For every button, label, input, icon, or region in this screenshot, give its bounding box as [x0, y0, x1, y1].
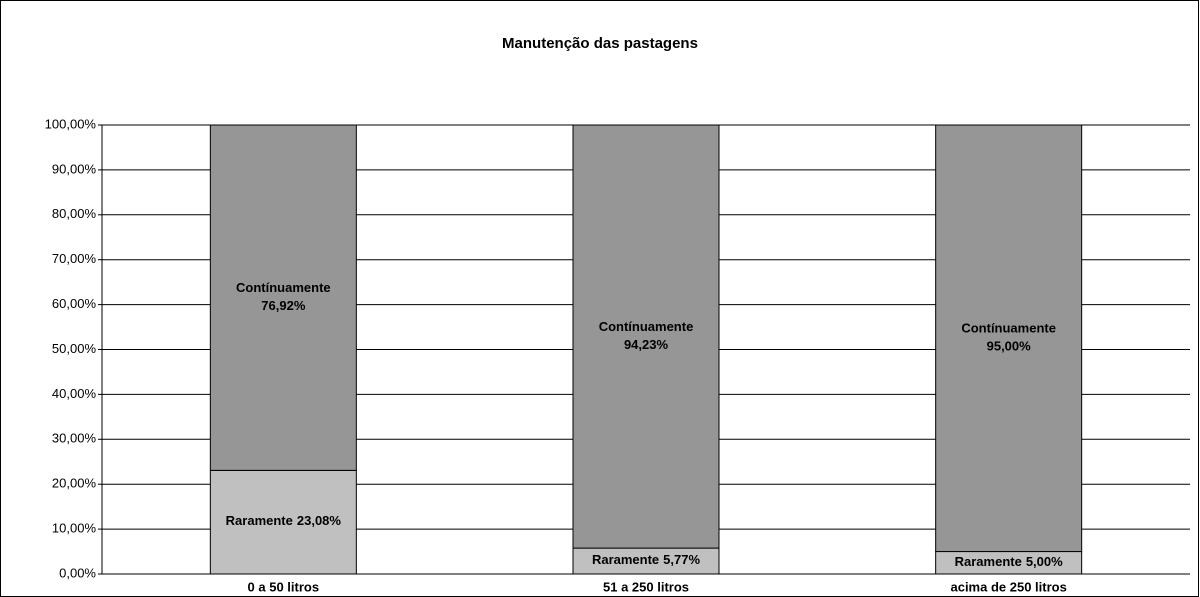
y-tick-label: 100,00% [45, 116, 97, 131]
bar-segment [572, 124, 720, 549]
data-label: Raramente 5,77% [592, 552, 701, 567]
y-tick-label: 0,00% [59, 565, 96, 580]
y-tick-label: 90,00% [52, 161, 97, 176]
value-label: 5,00% [1026, 554, 1063, 569]
y-tick-label: 60,00% [52, 296, 97, 311]
series-name: Raramente [226, 514, 293, 529]
y-tick-label: 80,00% [52, 206, 97, 221]
value-label: 23,08% [297, 514, 342, 529]
data-label: Raramente 5,00% [955, 554, 1064, 569]
data-label: 76,92% [261, 298, 306, 313]
data-label: Contínuamente [961, 321, 1056, 336]
bar-segment [209, 469, 357, 575]
y-tick-label: 70,00% [52, 251, 97, 266]
data-label: Raramente 23,08% [226, 514, 342, 529]
series-name: Raramente [592, 552, 659, 567]
bar-segment [935, 124, 1083, 553]
data-label: 94,23% [624, 337, 669, 352]
y-tick-label: 20,00% [52, 476, 97, 491]
data-label: 95,00% [987, 339, 1032, 354]
value-label: 5,77% [663, 552, 700, 567]
bar-segment [209, 124, 357, 471]
data-label: Contínuamente [236, 280, 331, 295]
data-label: Contínuamente [599, 319, 694, 334]
y-tick-label: 10,00% [52, 521, 97, 536]
bar-segment [572, 547, 720, 575]
x-tick-label: acima de 250 litros [950, 579, 1066, 594]
y-tick-label: 40,00% [52, 386, 97, 401]
series-name: Raramente [955, 554, 1022, 569]
chart-title: Manutenção das pastagens [502, 35, 698, 52]
x-tick-label: 0 a 50 litros [248, 579, 320, 594]
x-tick-label: 51 a 250 litros [603, 579, 689, 594]
y-tick-label: 30,00% [52, 431, 97, 446]
y-tick-label: 50,00% [52, 341, 97, 356]
